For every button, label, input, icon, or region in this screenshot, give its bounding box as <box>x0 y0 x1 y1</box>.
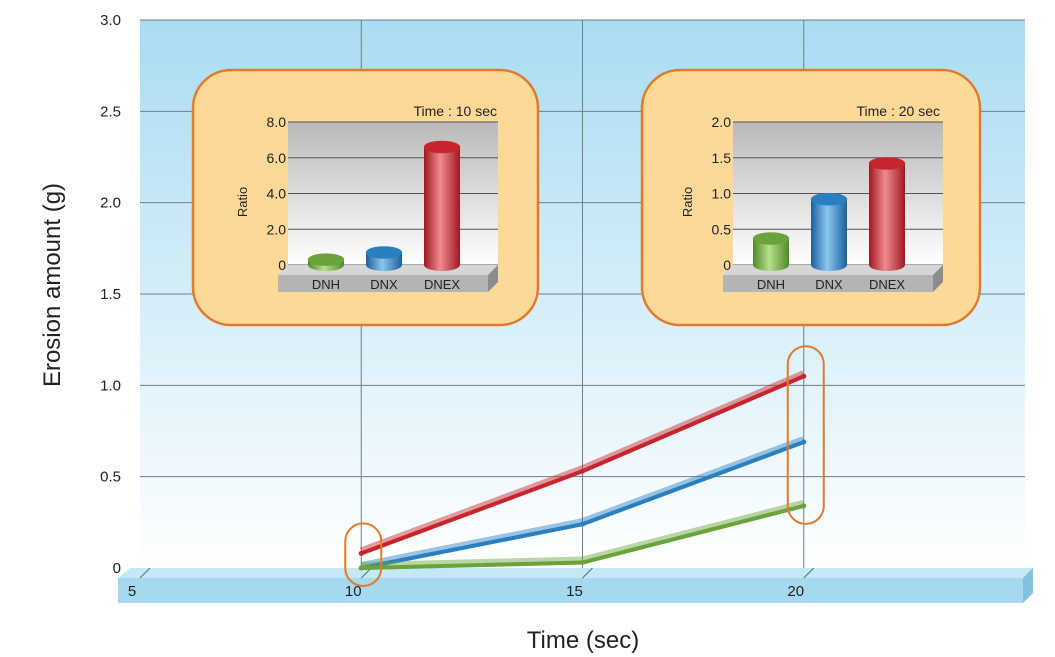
highlight-ellipse <box>344 522 383 587</box>
series-point <box>580 468 585 474</box>
inset-bar-dnh <box>752 232 790 271</box>
inset-10sec-floor-front <box>278 275 488 292</box>
inset-y-tick-label: 1.5 <box>712 150 732 166</box>
y-tick-label: 2.5 <box>100 103 121 120</box>
y-tick-label: 1.5 <box>100 286 121 303</box>
x-tick-mark <box>582 567 593 579</box>
y-axis-title: Erosion amount (g) <box>39 183 66 387</box>
inset-10sec-categories: DNH DNX DNEX <box>312 277 460 292</box>
series-point <box>801 503 807 509</box>
inset-10sec-ylabel: Ratio <box>235 187 250 217</box>
bar-body <box>753 238 789 271</box>
series-point <box>580 521 585 527</box>
x-tick-mark <box>803 567 815 579</box>
y-tick-label: 3.0 <box>100 12 121 29</box>
inset-y-tick-label: 6.0 <box>267 150 287 166</box>
bar-cap <box>752 232 790 245</box>
inset-20sec-ylabel: Ratio <box>680 187 695 217</box>
inset-bar-dnx <box>365 246 403 271</box>
inset-20sec-bars <box>752 157 906 271</box>
inset-y-tick-label: 4.0 <box>267 186 287 202</box>
inset-10sec-bars <box>307 140 461 271</box>
x-tick-mark <box>139 567 151 579</box>
inset-category-label: DNEX <box>424 277 460 292</box>
bar-cap <box>810 192 848 206</box>
y-tick-label: 2.0 <box>100 195 121 212</box>
x-axis-floor-top <box>118 568 1033 578</box>
inset-10sec-y-ticks: 0 2.0 4.0 6.0 8.0 <box>267 114 287 273</box>
inset-10sec-floor-side <box>488 265 498 292</box>
inset-20sec-floor-side <box>933 265 943 292</box>
inset-y-tick-label: 0 <box>278 257 286 273</box>
inset-y-tick-label: 0.5 <box>712 221 732 237</box>
highlight-markers <box>344 345 825 587</box>
inset-y-tick-label: 2.0 <box>267 221 287 237</box>
inset-bar-dnh <box>307 253 345 271</box>
inset-20sec-floor-front <box>723 275 933 292</box>
inset-y-tick-label: 0 <box>723 257 731 273</box>
inset-20sec-categories: DNH DNX DNEX <box>757 277 905 292</box>
x-tick-label: 10 <box>345 583 362 600</box>
inset-category-label: DNX <box>370 277 398 292</box>
bar-cap <box>307 253 345 266</box>
x-axis-title: Time (sec) <box>527 627 639 654</box>
inset-y-tick-label: 1.0 <box>712 186 732 202</box>
series-point <box>801 373 807 379</box>
series-point <box>358 565 364 571</box>
series-point <box>801 439 807 445</box>
bar-cap <box>423 140 461 154</box>
inset-20sec: 0 0.5 1.0 1.5 2.0 DNH DNX DNEX Time : 20 sec R… <box>640 68 982 327</box>
bar-body <box>811 199 847 271</box>
x-tick-label: 20 <box>787 583 804 600</box>
series-lines <box>358 370 807 571</box>
x-tick-label: 15 <box>566 583 583 600</box>
highlight-ellipse <box>786 345 825 525</box>
inset-10sec-title: Time : 10 sec <box>413 103 497 119</box>
inset-10sec: 0 2.0 4.0 6.0 8.0 DNH DNX DNEX Time : 10 sec R… <box>191 68 540 327</box>
inset-category-label: DNH <box>757 277 785 292</box>
y-tick-label: 0.5 <box>100 469 121 486</box>
inset-y-tick-label: 2.0 <box>712 114 732 130</box>
bar-cap <box>365 246 403 259</box>
inset-category-label: DNX <box>815 277 843 292</box>
series-point <box>358 550 364 556</box>
y-tick-label: 0 <box>113 560 121 577</box>
y-tick-label: 1.0 <box>100 377 121 394</box>
inset-category-label: DNH <box>312 277 340 292</box>
bar-body <box>424 147 460 271</box>
bar-body <box>869 163 905 271</box>
x-tick-label: 5 <box>128 583 136 600</box>
inset-bar-dnx <box>810 192 848 271</box>
y-axis-ticks: 0 0.5 1.0 1.5 2.0 2.5 3.0 <box>100 12 121 577</box>
inset-category-label: DNEX <box>869 277 905 292</box>
series-point <box>580 560 585 566</box>
x-axis-floor-front <box>118 578 1023 603</box>
x-axis-floor-side <box>1023 568 1033 603</box>
bar-cap <box>868 157 906 170</box>
inset-bar-dnex <box>868 157 906 271</box>
inset-bar-dnex <box>423 140 461 271</box>
inset-y-tick-label: 8.0 <box>267 114 287 130</box>
inset-20sec-y-ticks: 0 0.5 1.0 1.5 2.0 <box>712 114 732 273</box>
inset-20sec-title: Time : 20 sec <box>856 103 940 119</box>
